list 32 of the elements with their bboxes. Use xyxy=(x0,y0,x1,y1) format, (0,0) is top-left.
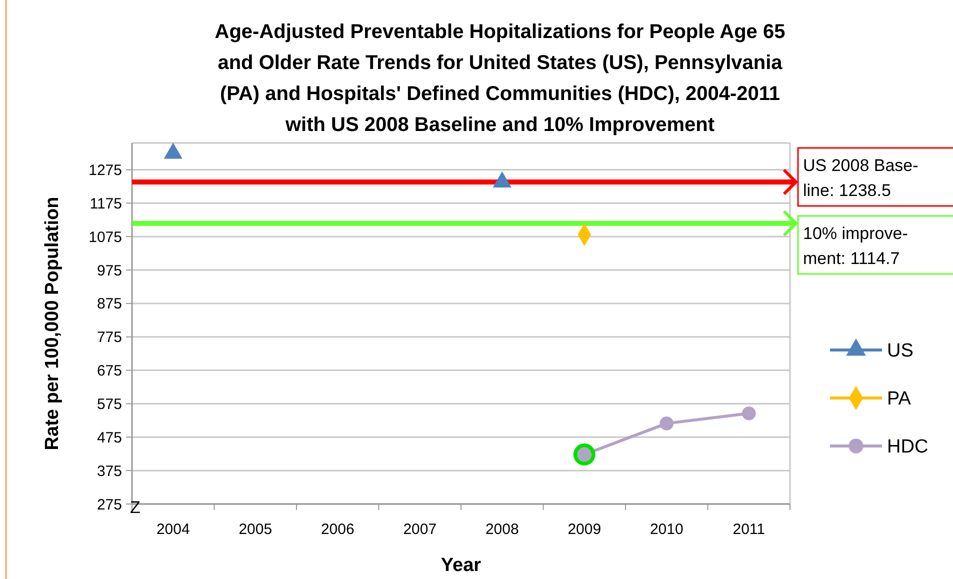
ref-line-label: US 2008 Base- line: 1238.5 xyxy=(803,156,918,200)
x-tick-label: 2011 xyxy=(732,521,766,538)
x-tick-label: 2005 xyxy=(238,521,272,538)
x-axis-title: Year xyxy=(440,555,482,576)
y-tick-label: 975 xyxy=(96,262,122,280)
y-tick-label: 1175 xyxy=(90,195,122,212)
y-tick-label: 275 xyxy=(96,496,122,514)
legend-label: PA xyxy=(887,388,912,410)
legend-label: 10% improve- ment: 1114.7 xyxy=(803,224,908,268)
y-tick-label: 575 xyxy=(96,396,122,413)
point xyxy=(164,142,182,159)
y-tick-label: 1275 xyxy=(88,162,122,179)
x-tick-label: 2009 xyxy=(568,521,602,538)
y-tick-label: 875 xyxy=(96,296,122,313)
point xyxy=(660,416,674,430)
point xyxy=(742,406,756,420)
x-tick-label: 2008 xyxy=(485,521,519,538)
legend-label: US xyxy=(887,340,914,362)
x-tick-label: 2004 xyxy=(156,521,190,538)
annotation: Z xyxy=(130,498,140,517)
y-tick-label: 775 xyxy=(96,329,122,346)
y-tick-label: 375 xyxy=(96,462,122,480)
legend-label: HDC xyxy=(887,436,928,458)
x-tick-label: 2007 xyxy=(403,521,437,538)
y-tick-label: 475 xyxy=(96,429,122,446)
x-tick-label: 2010 xyxy=(650,521,684,538)
y-tick-label: 675 xyxy=(96,362,122,380)
y-axis-title: Rate per 100,000 Population xyxy=(42,196,63,450)
point xyxy=(492,171,512,188)
x-tick-label: 2006 xyxy=(320,521,354,538)
chart-title: Age-Adjusted Preventable Hopitalizations for People Age 65 and Older Rate Trends for United States (US), Pennsylvania (PA) and Hospitals' Defined Communities (HDC), 2004-2011 with US 2008 Baseline and 10% Improvement xyxy=(214,21,786,136)
y-tick-label: 1075 xyxy=(88,228,122,246)
